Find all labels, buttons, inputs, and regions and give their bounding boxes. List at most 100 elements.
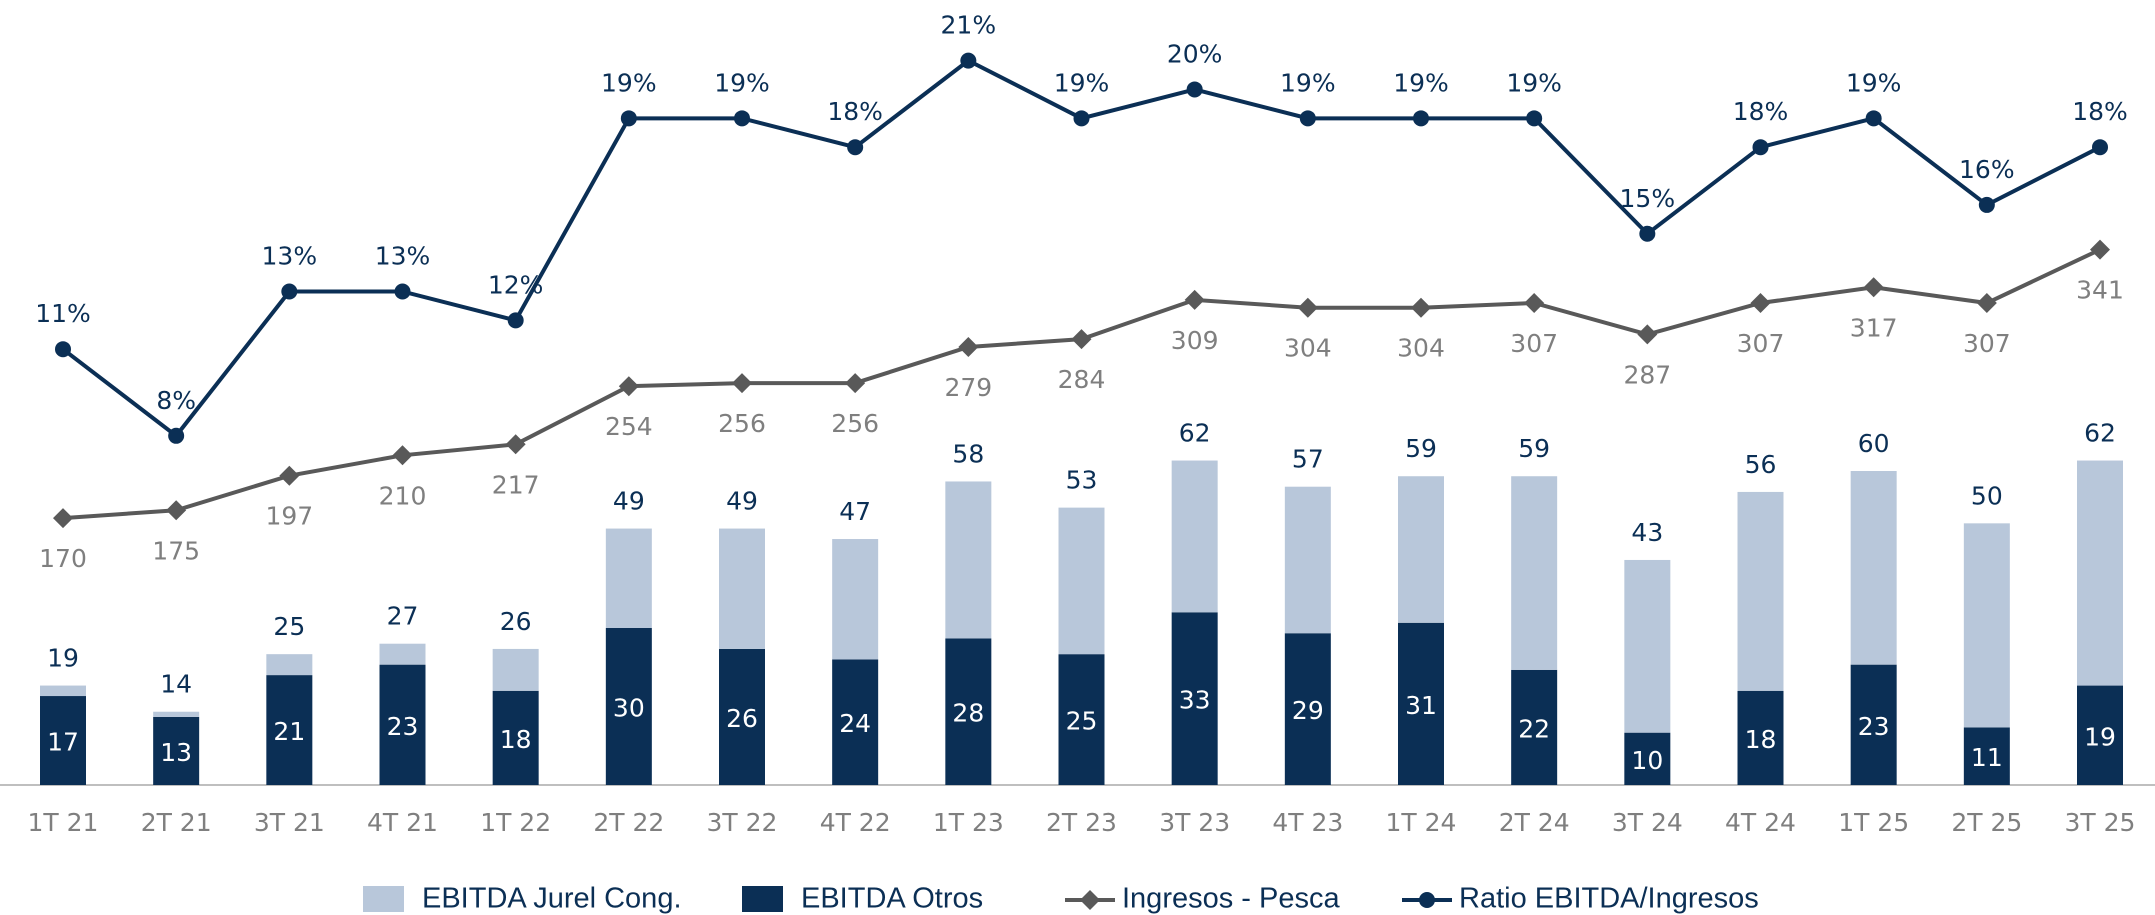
- point-label: 12%: [488, 270, 544, 299]
- x-tick-label: 4T 21: [367, 808, 438, 837]
- point: [55, 341, 71, 358]
- bar-label: 26: [726, 704, 758, 733]
- x-tick-label: 2T 21: [141, 808, 212, 837]
- x-tick-label: 3T 21: [254, 808, 325, 837]
- point: [279, 465, 300, 486]
- x-tick-label: 3T 23: [1159, 808, 1230, 837]
- total-label: 62: [2084, 419, 2116, 448]
- point-label: 256: [831, 409, 879, 438]
- bar-segment: [945, 638, 992, 785]
- bar-segment: [1398, 476, 1444, 623]
- bar-label: 29: [1292, 696, 1324, 725]
- point: [1297, 297, 1318, 318]
- bar-segment: [605, 528, 652, 628]
- x-tick-label: 1T 25: [1838, 808, 1909, 837]
- bar-segment: [1737, 491, 1784, 691]
- bar-segment: [719, 648, 765, 785]
- point-label: 20%: [1167, 39, 1223, 68]
- x-tick-label: 1T 23: [933, 808, 1004, 837]
- point: [1186, 81, 1203, 98]
- bar-segment: [1511, 476, 1558, 670]
- point-label: 16%: [1959, 155, 2015, 184]
- x-tick-label: 3T 25: [2065, 808, 2136, 837]
- point: [620, 110, 637, 127]
- point-label: 19%: [601, 68, 657, 97]
- point-label: 279: [944, 373, 992, 402]
- point: [1863, 277, 1884, 298]
- point-label: 19%: [1506, 68, 1562, 97]
- total-label: 27: [387, 602, 419, 631]
- point: [1978, 196, 1995, 213]
- point: [1752, 139, 1769, 156]
- x-tick-label: 1T 21: [28, 808, 99, 837]
- point-label: 307: [1963, 329, 2011, 358]
- legend-swatch: [1080, 890, 1100, 910]
- point-label: 170: [39, 544, 87, 573]
- bar-label: 21: [273, 717, 305, 746]
- x-tick-label: 2T 24: [1499, 808, 1570, 837]
- point: [2092, 139, 2108, 156]
- point: [1526, 110, 1543, 127]
- point: [168, 427, 185, 444]
- bar-segment: [945, 481, 992, 639]
- total-label: 59: [1405, 434, 1437, 463]
- bar-segment: [1171, 460, 1218, 613]
- total-label: 43: [1631, 518, 1663, 547]
- x-tick-label: 4T 24: [1725, 808, 1796, 837]
- bar-segment: [40, 696, 86, 785]
- point: [53, 508, 73, 529]
- bar-label: 28: [952, 699, 984, 728]
- point-label: 197: [265, 502, 313, 531]
- point: [392, 445, 413, 466]
- bar-segment: [153, 716, 200, 785]
- x-tick-label: 4T 22: [820, 808, 891, 837]
- point: [847, 139, 864, 156]
- point-label: 19%: [1393, 68, 1449, 97]
- point: [1524, 293, 1545, 314]
- point: [166, 500, 187, 521]
- bar-segment: [832, 539, 879, 660]
- bar-segment: [1963, 523, 2010, 728]
- total-label: 47: [839, 497, 871, 526]
- point: [1865, 110, 1882, 127]
- point-label: 175: [152, 536, 200, 565]
- total-label: 56: [1745, 450, 1777, 479]
- point: [734, 110, 750, 127]
- bar-segment: [832, 659, 879, 785]
- legend-label: EBITDA Jurel Cong.: [422, 883, 682, 915]
- bar-label: 24: [839, 709, 871, 738]
- point: [958, 336, 979, 357]
- total-label: 57: [1292, 445, 1324, 474]
- point-label: 18%: [2072, 97, 2128, 126]
- bar-label: 30: [613, 694, 645, 723]
- point: [1299, 110, 1316, 127]
- bar-segment: [1398, 622, 1444, 785]
- x-tick-label: 1T 24: [1386, 808, 1457, 837]
- point: [1750, 293, 1771, 314]
- point-label: 256: [718, 409, 766, 438]
- point-label: 210: [379, 481, 427, 510]
- point-label: 18%: [827, 97, 883, 126]
- bar-label: 33: [1179, 686, 1211, 715]
- bar-segment: [1963, 727, 2010, 785]
- bar-segment: [1058, 654, 1105, 785]
- point-label: 21%: [941, 11, 997, 40]
- bar-segment: [1850, 664, 1897, 785]
- bar-label: 10: [1631, 746, 1663, 775]
- point-label: 317: [1850, 313, 1898, 342]
- bar-label: 25: [1066, 707, 1098, 736]
- bar-segment: [719, 528, 765, 649]
- point-label: 304: [1284, 334, 1332, 363]
- point-label: 19%: [1280, 68, 1336, 97]
- bar-segment: [40, 685, 86, 697]
- point: [507, 312, 524, 329]
- point: [1639, 225, 1656, 242]
- bar-segment: [379, 643, 426, 665]
- point: [394, 283, 411, 300]
- point-label: 304: [1397, 334, 1445, 363]
- x-tick-label: 3T 24: [1612, 808, 1683, 837]
- point-label: 15%: [1620, 184, 1676, 213]
- point-label: 307: [1737, 329, 1785, 358]
- point-label: 309: [1171, 326, 1219, 355]
- point-label: 19%: [1054, 68, 1110, 97]
